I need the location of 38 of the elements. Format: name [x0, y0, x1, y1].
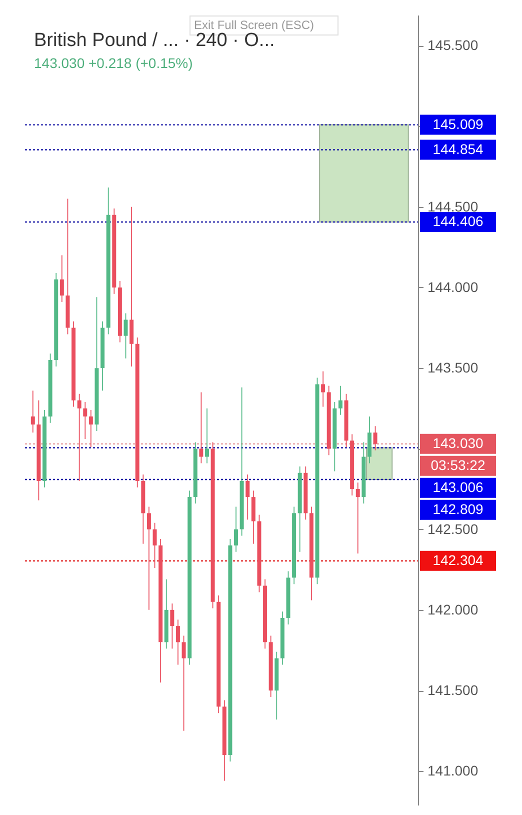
- candlestick: [83, 401, 88, 440]
- ref-line-label: 142.304: [432, 552, 484, 568]
- y-tick-label: 144.500: [428, 198, 478, 214]
- candlestick: [204, 408, 209, 464]
- y-tick-label: 142.500: [428, 520, 478, 537]
- candlestick: [30, 390, 35, 434]
- text: 143.030 +0.218 (+0.15%): [34, 55, 193, 71]
- candlestick: [182, 635, 186, 732]
- candlestick: [338, 385, 342, 416]
- candlestick: [199, 392, 204, 464]
- candlestick: [170, 603, 174, 650]
- ref-line-label: 142.809: [432, 500, 484, 517]
- ref-line-label: 145.009: [432, 116, 484, 132]
- candlestick: [176, 619, 180, 666]
- text: 03:53:22: [430, 456, 486, 473]
- candlestick: [146, 506, 151, 610]
- candlestick: [373, 426, 378, 451]
- y-tick-label: 145.500: [428, 37, 478, 54]
- y-tick-label: 142.000: [428, 601, 478, 618]
- y-tick-label: 144.000: [428, 278, 478, 295]
- ref-line-label: 144.854: [432, 140, 484, 157]
- ref-line-label: 143.030: [432, 434, 484, 451]
- annotation: Exit Full Screen (ESC): [194, 18, 314, 32]
- candlestick: [77, 393, 82, 482]
- candlestick: [124, 312, 128, 359]
- candlestick: [234, 506, 238, 552]
- candlestick: [356, 482, 360, 554]
- ref-line-label: 143.006: [432, 478, 484, 495]
- y-tick-label: 143.500: [428, 360, 478, 376]
- ref-line-label: 144.406: [432, 213, 484, 230]
- candlestick: [88, 410, 93, 448]
- candlestick: [246, 474, 250, 520]
- candlestick: [152, 522, 157, 568]
- candlestick: [60, 254, 64, 302]
- y-tick-label: 141.000: [428, 762, 478, 779]
- y-tick-label: 141.500: [428, 682, 478, 698]
- text: British Pound / ... · 240 · O...: [34, 30, 275, 51]
- candlestick: [321, 370, 326, 408]
